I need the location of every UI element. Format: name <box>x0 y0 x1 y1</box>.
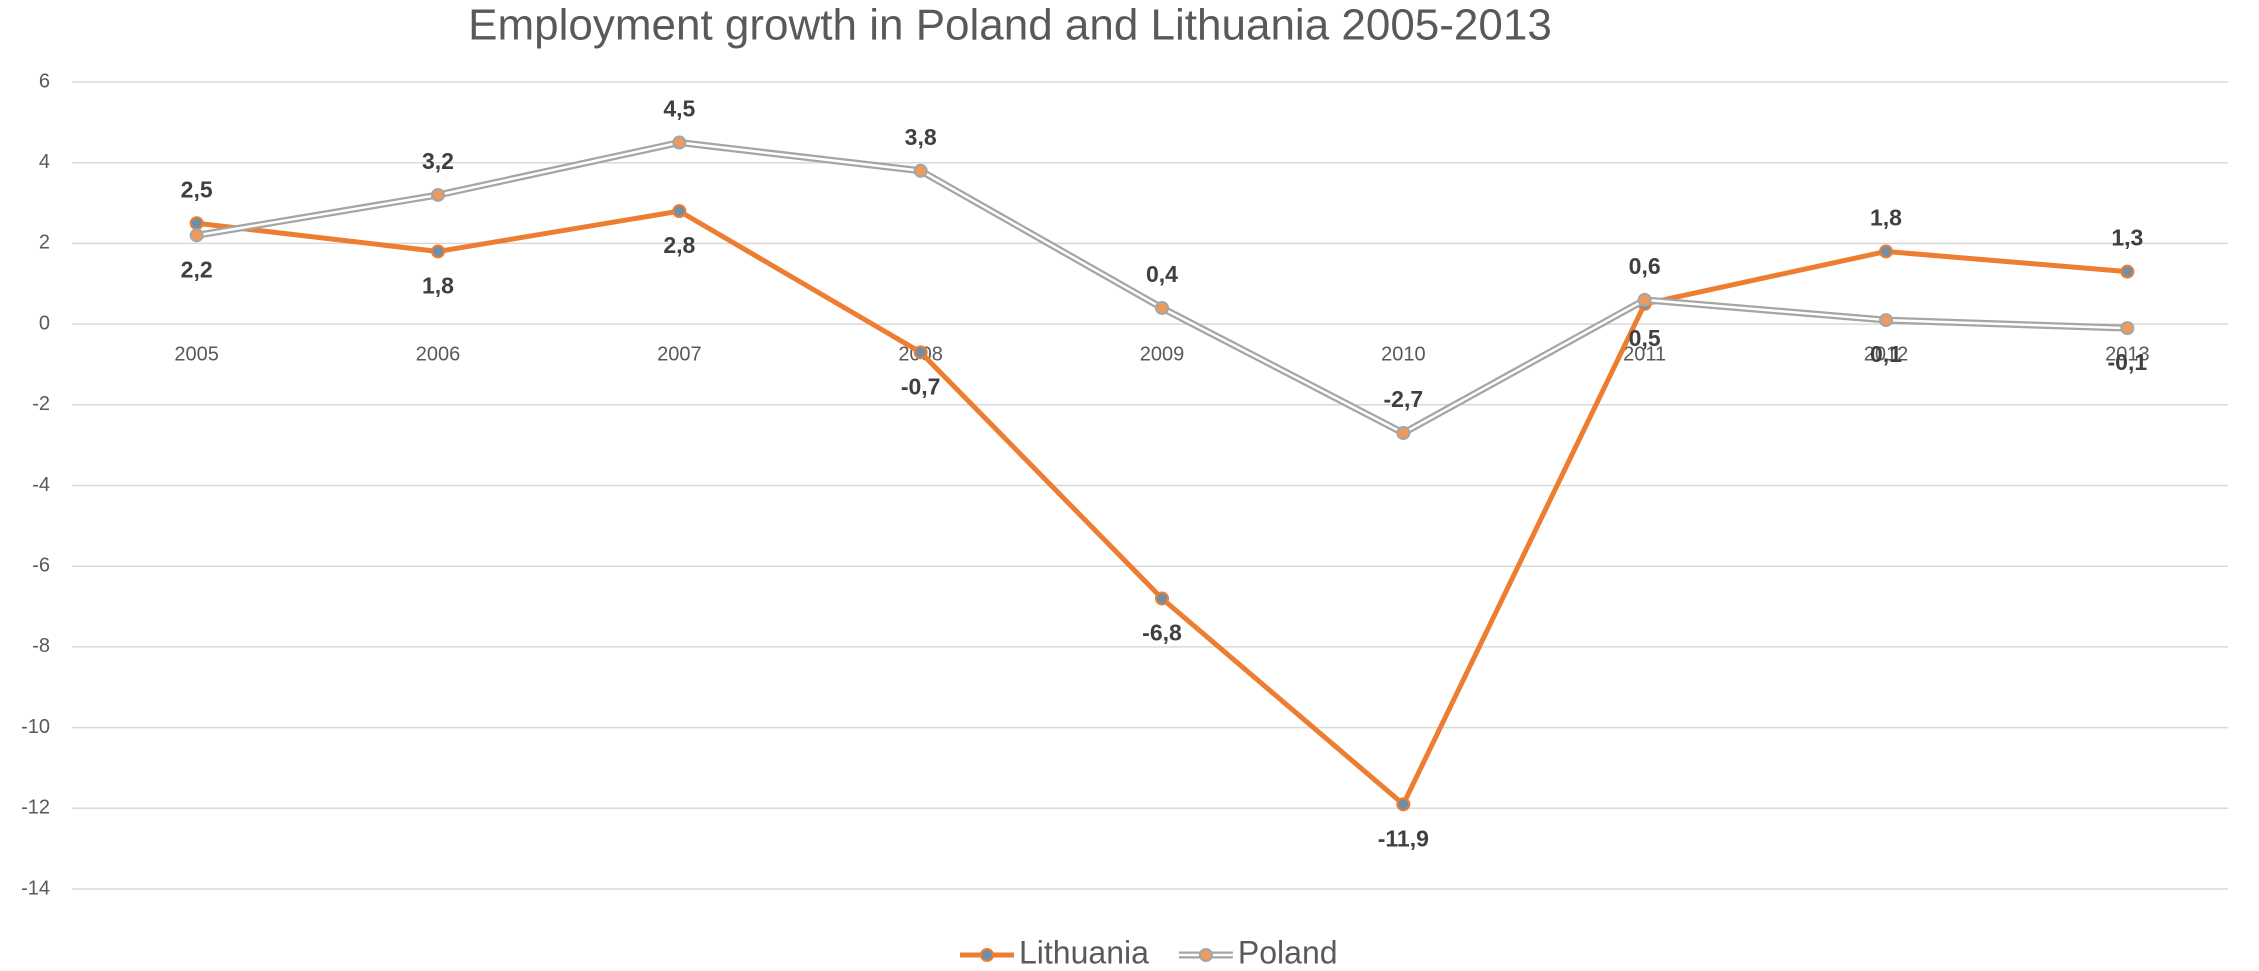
legend-label: Poland <box>1238 934 1338 970</box>
marker <box>431 187 445 202</box>
legend-marker <box>1198 948 1213 962</box>
legend: Lithuania Poland <box>960 934 1338 970</box>
y-tick-label: -12 <box>21 797 50 819</box>
legend-marker <box>980 948 994 962</box>
x-tick-label: 2012 <box>1864 343 1909 365</box>
series-line <box>196 208 2128 807</box>
x-tick-label: 2011 <box>1623 343 1666 365</box>
data-label: 1,8 <box>422 273 454 299</box>
data-label: -11,9 <box>1378 825 1429 851</box>
y-tick-label: -2 <box>32 393 50 415</box>
marker <box>189 216 204 231</box>
marker <box>672 135 687 150</box>
y-tick-label: 2 <box>39 232 50 254</box>
marker <box>672 204 687 219</box>
y-tick-label: -8 <box>32 635 50 657</box>
y-tick-label: -14 <box>21 877 50 899</box>
data-label: 0,1 <box>1870 341 1902 367</box>
marker <box>1637 292 1652 307</box>
x-tick-label: 2007 <box>657 343 702 365</box>
x-tick-label: 2010 <box>1381 343 1426 365</box>
marker <box>189 228 204 243</box>
marker <box>2120 321 2135 336</box>
data-label: 4,5 <box>663 96 695 122</box>
data-label: 1,3 <box>2111 225 2143 251</box>
marker <box>1155 300 1169 315</box>
legend-label: Lithuania <box>1019 934 1149 970</box>
marker <box>1396 426 1411 441</box>
y-tick-label: 4 <box>39 151 50 173</box>
x-tick-label: 2013 <box>2105 343 2150 365</box>
marker <box>1879 244 1893 259</box>
marker <box>913 163 928 178</box>
marker <box>1879 313 1893 328</box>
data-label: 2,8 <box>663 232 695 258</box>
data-label: 0,6 <box>1629 253 1661 279</box>
legend-item: Poland <box>1178 934 1338 970</box>
data-label: 1,8 <box>1870 205 1902 231</box>
data-label: -2,7 <box>1384 386 1424 412</box>
marker <box>1396 797 1411 812</box>
y-tick-label: 0 <box>39 312 50 334</box>
chart-title: Employment growth in Poland and Lithuani… <box>468 1 1552 50</box>
series-line <box>196 139 2128 437</box>
y-tick-label: -4 <box>32 474 50 496</box>
x-tick-label: 2009 <box>1140 343 1185 365</box>
marker <box>1155 591 1169 606</box>
marker <box>431 244 445 259</box>
data-label: 2,5 <box>181 176 213 202</box>
data-label: 0,5 <box>1629 325 1661 351</box>
y-tick-label: -6 <box>32 554 50 576</box>
marker <box>913 345 928 360</box>
y-tick-label: 6 <box>39 70 50 92</box>
x-tick-label: 2005 <box>174 343 219 365</box>
data-label: 2,2 <box>181 256 213 282</box>
legend-item: Lithuania <box>960 934 1149 970</box>
y-tick-label: -10 <box>21 716 50 738</box>
data-label: 3,8 <box>905 124 937 150</box>
data-label: -0,1 <box>2108 349 2148 375</box>
data-label: -6,8 <box>1142 620 1182 646</box>
data-label: 0,4 <box>1146 261 1178 287</box>
x-tick-label: 2006 <box>416 343 461 365</box>
data-label: -0,7 <box>901 373 941 399</box>
data-label: 3,2 <box>422 148 454 174</box>
marker <box>2120 264 2135 279</box>
